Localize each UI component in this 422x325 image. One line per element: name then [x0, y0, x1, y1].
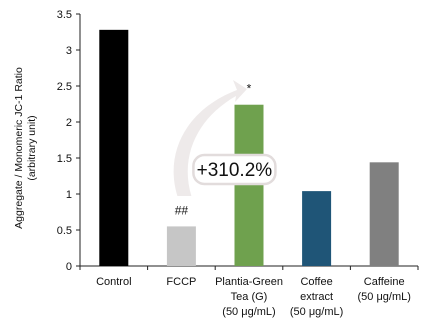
callout-text: +310.2% [197, 160, 273, 181]
category-label: Plantia-Green Tea (G) (50 μg/mL) [215, 276, 283, 318]
y-tick-label: 0 [66, 261, 72, 273]
category-label: FCCP [166, 276, 196, 288]
callout-arrow [173, 80, 247, 196]
category-label: Caffeine (50 μg/mL) [357, 276, 410, 303]
category-label-line: (50 μg/mL) [290, 306, 343, 318]
y-axis-label: Aggregate / Monomeric JC-1 Ratio(arbitra… [13, 67, 38, 229]
y-tick-label: 3.5 [57, 9, 72, 21]
bar-2 [234, 104, 264, 266]
category-label-line: Coffee [300, 276, 332, 288]
y-tick-label: 0.5 [57, 225, 72, 237]
category-label-line: Control [96, 276, 131, 288]
labels: +310.2% ## * Control FCCP Plantia-Green Tea (G… [96, 82, 411, 318]
category-label-line: FCCP [166, 276, 196, 288]
y-tick-label: 1.5 [57, 153, 72, 165]
bars [99, 29, 399, 267]
category-label-line: Tea (G) [231, 291, 268, 303]
category-label-line: extract [300, 291, 333, 303]
category-label: Control [96, 276, 131, 288]
category-label-line: Caffeine [364, 276, 405, 288]
callout-box [192, 153, 277, 186]
bar-0 [99, 29, 129, 267]
category-label-line: (50 μg/mL) [222, 306, 275, 318]
significance-mark: ## [175, 203, 189, 217]
category-label-line: (50 μg/mL) [357, 291, 410, 303]
y-tick-label: 1 [66, 189, 72, 201]
y-tick-label: 3 [66, 45, 72, 57]
bar-4 [369, 162, 399, 266]
significance-mark: * [247, 82, 252, 96]
bar-1 [166, 226, 196, 266]
callout-layer [173, 80, 247, 196]
y-tick-label: 2.5 [57, 81, 72, 93]
y-tick-label: 2 [66, 117, 72, 129]
category-label-line: Plantia-Green [215, 276, 283, 288]
y-axis-label-line: (arbitrary unit) [26, 115, 38, 180]
bar-3 [302, 191, 332, 266]
axes: 0 0.5 1 1.5 2 2.5 3 3.5 Aggregate / Monomeric JC… [13, 9, 419, 273]
category-label: Coffee extract (50 μg/mL) [290, 276, 343, 318]
y-axis-label-line: Aggregate / Monomeric JC-1 Ratio [13, 67, 25, 229]
